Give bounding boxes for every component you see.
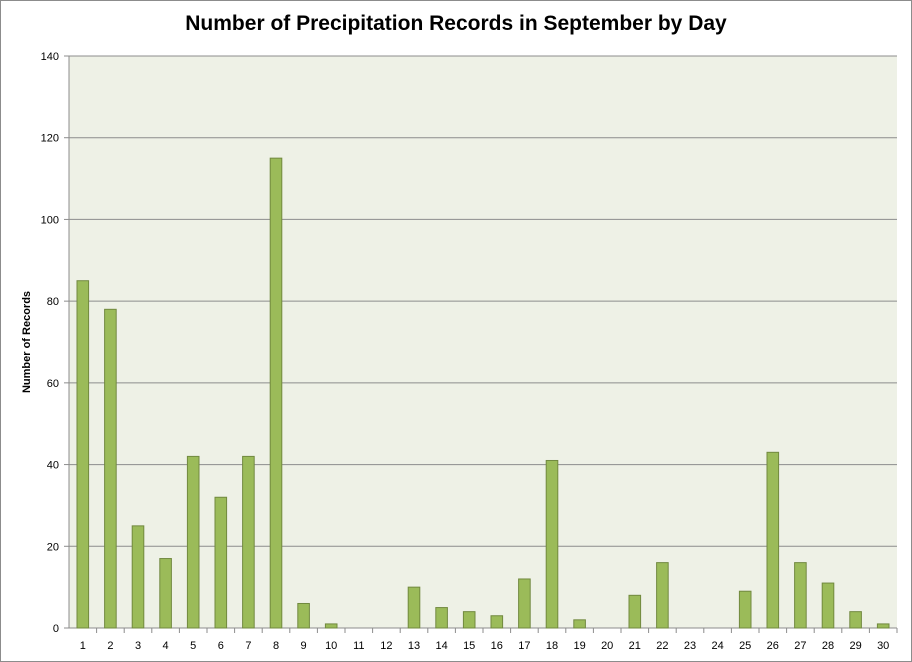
bar [794,562,807,629]
x-tick-label: 20 [601,640,613,652]
x-tick-label: 25 [739,640,751,652]
x-tick-label: 26 [767,640,779,652]
x-tick-label: 27 [794,640,806,652]
x-tick-label: 17 [518,640,530,652]
y-tick-labels: 0 20 40 60 80 100 120 140 [41,51,59,635]
x-tick-label: 7 [245,640,251,652]
x-tick-label: 6 [218,640,224,652]
bar [269,157,283,629]
x-tick-label: 23 [684,640,696,652]
bar [573,619,586,629]
bar [656,562,669,629]
x-tick-label: 15 [463,640,475,652]
x-tick-label: 16 [491,640,503,652]
bar [876,623,890,629]
x-tick-label: 9 [301,640,307,652]
x-tick-labels: 1 2 3 4 5 6 7 8 9 10 11 12 13 14 15 16 17 18 19 20 21 22 23 24 2… [80,640,890,652]
x-tick-label: 24 [711,640,723,652]
y-tick-label: 80 [47,296,59,308]
bar [518,578,531,629]
bar [186,455,200,629]
x-tick-label: 28 [822,640,834,652]
bar [214,496,228,629]
x-tick-label: 4 [163,640,169,652]
x-tick-label: 5 [190,640,196,652]
bar [821,582,835,629]
bars [76,157,890,629]
bar [738,590,752,629]
gridlines [64,55,898,633]
y-tick-label: 60 [47,378,59,390]
x-tick-label: 30 [877,640,889,652]
bar [104,308,117,629]
x-tick-label: 18 [546,640,558,652]
bar [297,602,310,629]
x-tick-label: 13 [408,640,420,652]
x-tick-label: 1 [80,640,86,652]
x-tick-label: 10 [325,640,337,652]
x-tick-label: 21 [629,640,641,652]
x-tick-label: 29 [849,640,861,652]
x-tick-label: 8 [273,640,279,652]
bar [76,280,90,629]
y-tick-label: 40 [47,460,59,472]
y-tick-label: 140 [41,51,59,63]
y-tick-label: 20 [47,541,59,553]
x-tick-label: 22 [656,640,668,652]
bar [131,525,145,629]
y-tick-label: 120 [41,133,59,145]
bar [159,558,172,629]
bar [849,611,862,629]
bar [545,459,559,629]
bar [490,615,504,629]
bar [766,451,780,629]
x-tick-label: 12 [380,640,392,652]
bar [462,611,476,629]
x-tick-label: 19 [573,640,585,652]
bar [324,623,338,629]
x-tick-label: 14 [435,640,447,652]
bar [628,594,642,629]
bar [407,586,421,629]
chart-title: Number of Precipitation Records in Septe… [185,12,727,35]
bar [435,607,448,629]
bar [242,455,255,629]
x-tick-label: 2 [107,640,113,652]
x-tick-label: 11 [353,640,364,652]
y-tick-label: 100 [41,214,59,226]
y-tick-label: 0 [53,623,59,635]
x-tick-label: 3 [135,640,141,652]
plot-area [69,56,897,628]
